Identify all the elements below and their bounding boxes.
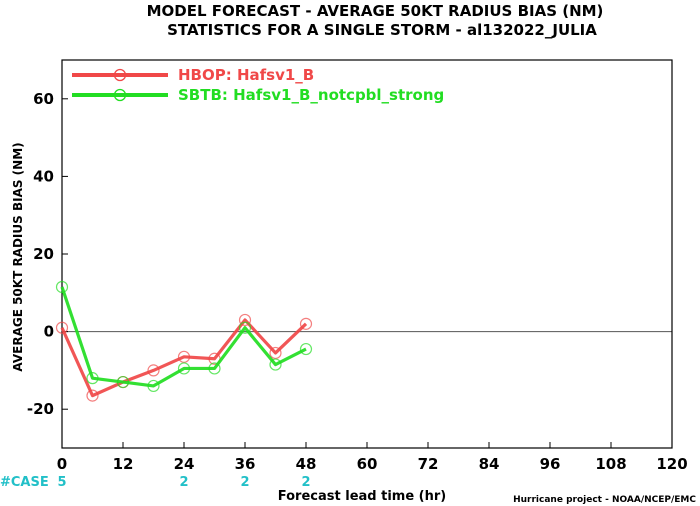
- x-tick-label: 96: [540, 455, 561, 473]
- x-tick-label: 36: [235, 455, 256, 473]
- x-tick-label: 60: [357, 455, 378, 473]
- case-label: #CASE: [0, 475, 49, 490]
- series-2-marker: [177, 362, 191, 375]
- series-1-marker: [147, 364, 160, 377]
- x-tick-label: 120: [656, 455, 687, 473]
- legend-swatch-marker-2: [113, 88, 127, 102]
- series-2-marker: [238, 321, 252, 334]
- series-2-marker: [55, 280, 69, 294]
- credit-text: Hurricane project - NOAA/NCEP/EMC: [513, 495, 696, 505]
- plot-frame: [61, 59, 673, 449]
- series-2-marker: [269, 358, 282, 371]
- x-tick-label: 84: [479, 455, 500, 473]
- case-count: 2: [301, 475, 310, 490]
- x-tick-label: 12: [113, 455, 134, 473]
- series-2-marker: [116, 375, 130, 389]
- series-2-marker: [86, 372, 99, 385]
- case-count: 2: [240, 475, 249, 490]
- case-count: 2: [179, 475, 188, 490]
- y-tick-label: 20: [33, 245, 54, 263]
- series-1-marker: [269, 346, 282, 360]
- series-1-marker: [238, 313, 252, 327]
- chart-subtitle: STATISTICS FOR A SINGLE STORM - al132022…: [167, 21, 597, 39]
- y-tick-label: -20: [27, 400, 54, 418]
- series-2-marker: [147, 379, 160, 393]
- y-axis-label: AVERAGE 50KT RADIUS BIAS (NM): [11, 142, 25, 371]
- x-axis-label: Forecast lead time (hr): [278, 489, 446, 504]
- series-line-1: [60, 318, 308, 398]
- x-tick-label: 0: [57, 455, 67, 473]
- series-1-marker: [55, 321, 69, 334]
- series-1-marker: [177, 350, 191, 363]
- series-2-marker: [208, 362, 221, 375]
- y-tick-label: 60: [33, 90, 54, 108]
- x-tick-label: 48: [296, 455, 317, 473]
- x-tick-label: 108: [595, 455, 626, 473]
- x-tick-label: 72: [418, 455, 439, 473]
- case-count: 5: [57, 475, 66, 490]
- y-tick-label: 40: [33, 167, 54, 185]
- y-tick-label: 0: [44, 323, 54, 341]
- series-line-2: [60, 286, 307, 388]
- legend-label-2: SBTB: Hafsv1_B_notcpbl_strong: [178, 86, 444, 104]
- x-tick-label: 24: [174, 455, 195, 473]
- series-1-marker: [86, 389, 99, 402]
- chart-title: MODEL FORECAST - AVERAGE 50KT RADIUS BIA…: [147, 2, 604, 20]
- series-2-marker: [299, 342, 313, 356]
- legend-label-1: HBOP: Hafsv1_B: [178, 66, 314, 84]
- legend-swatch-marker-1: [113, 68, 127, 82]
- series-1-marker: [299, 317, 313, 330]
